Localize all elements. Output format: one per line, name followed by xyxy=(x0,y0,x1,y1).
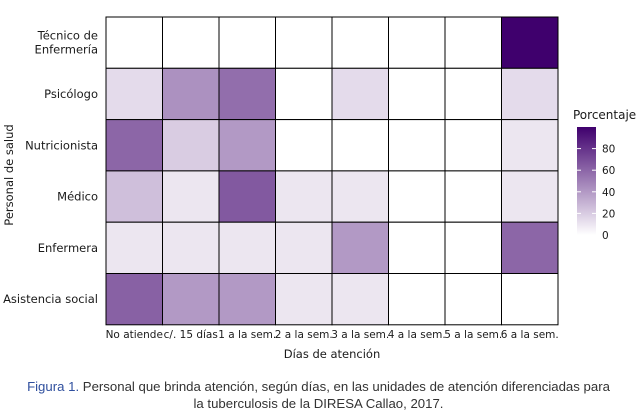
heatmap-cell xyxy=(162,221,220,274)
heatmap-cell xyxy=(218,221,276,274)
heatmap-cell xyxy=(218,67,276,121)
x-axis-label: Días de atención xyxy=(284,347,381,361)
heatmap-cell xyxy=(444,170,502,223)
heatmap-cell xyxy=(388,170,446,223)
heatmap-cell xyxy=(444,16,502,69)
legend-tick-label: 20 xyxy=(602,208,615,220)
caption-text-line2: la tuberculosis de la DIRESA Callao, 201… xyxy=(193,396,444,411)
legend-tick-label: 0 xyxy=(602,230,609,242)
heatmap-cell xyxy=(275,170,333,223)
heatmap-cell xyxy=(162,119,220,172)
x-tick-label: 3 a la sem. xyxy=(331,329,389,341)
figure-caption: Figura 1. Personal que brinda atención, … xyxy=(0,378,637,412)
legend-title: Porcentaje xyxy=(573,108,636,122)
heatmap-cell xyxy=(388,273,446,326)
heatmap-cell xyxy=(331,221,389,274)
heatmap-cell xyxy=(388,67,446,121)
y-tick-label: Asistencia social xyxy=(3,292,98,306)
heatmap-cell xyxy=(388,221,446,274)
legend-color-bar xyxy=(577,127,596,235)
y-tick-labels: Técnico de Enfermería Psicólogo Nutricionis… xyxy=(3,29,98,306)
x-tick-label: 6 a la sem. xyxy=(501,329,559,341)
heatmap-cell xyxy=(162,67,220,121)
heatmap-cell xyxy=(331,273,389,326)
heatmap-cell xyxy=(218,119,276,172)
x-tick-label: c/. 15 días xyxy=(164,329,218,341)
heatmap-cell xyxy=(444,119,502,172)
caption-label: Figura 1. xyxy=(27,379,80,394)
caption-text-line1: Personal que brinda atención, según días… xyxy=(82,379,610,394)
heatmap-cell xyxy=(331,170,389,223)
heatmap-cell xyxy=(275,221,333,274)
heatmap-cell xyxy=(444,221,502,274)
heatmap-cell xyxy=(501,170,559,223)
heatmap-cell xyxy=(501,221,559,274)
heatmap-cell xyxy=(501,67,559,121)
heatmap-cell xyxy=(388,119,446,172)
x-tick-label: 2 a la sem. xyxy=(275,329,333,341)
heatmap-cell xyxy=(444,67,502,121)
heatmap-cell xyxy=(105,16,163,69)
heatmap-cell xyxy=(162,170,220,223)
x-tick-label: 4 a la sem. xyxy=(388,329,446,341)
heatmap-cell xyxy=(275,119,333,172)
heatmap-cell xyxy=(218,273,276,326)
heatmap-cell xyxy=(105,221,163,274)
legend: Porcentaje 0 20 40 60 80 xyxy=(573,108,636,242)
y-tick-label: Médico xyxy=(57,190,98,204)
heatmap-cell xyxy=(501,273,559,326)
heatmap-cell xyxy=(218,170,276,223)
legend-ticks: 0 20 40 60 80 xyxy=(577,144,615,242)
x-tick-label: 5 a la sem. xyxy=(444,329,502,341)
y-tick-label: Psicólogo xyxy=(44,87,98,101)
heatmap-cell xyxy=(105,273,163,326)
heatmap-cells xyxy=(105,16,559,326)
y-tick-label: Enfermera xyxy=(38,241,98,255)
heatmap-cell xyxy=(105,170,163,223)
heatmap-chart: No atiende c/. 15 días 1 a la sem.2 a la s… xyxy=(2,16,636,361)
heatmap-cell xyxy=(218,16,276,69)
heatmap-cell xyxy=(501,119,559,172)
x-tick-labels: No atiende c/. 15 días 1 a la sem.2 a la s… xyxy=(106,329,559,341)
legend-tick-label: 60 xyxy=(602,165,615,177)
heatmap-cell xyxy=(105,119,163,172)
heatmap-cell xyxy=(162,16,220,69)
y-tick-label: Nutricionista xyxy=(25,138,98,152)
x-tick-label: No atiende xyxy=(106,329,163,341)
y-tick-label: Técnico de Enfermería xyxy=(35,29,98,57)
heatmap-cell xyxy=(331,67,389,121)
y-axis-label: Personal de salud xyxy=(2,124,16,225)
heatmap-cell xyxy=(388,16,446,69)
legend-tick-label: 40 xyxy=(602,187,615,199)
heatmap-cell xyxy=(331,16,389,69)
heatmap-cell xyxy=(275,273,333,326)
heatmap-cell xyxy=(501,16,559,69)
heatmap-cell xyxy=(105,67,163,121)
heatmap-cell xyxy=(275,67,333,121)
x-tick-label: 1 a la sem. xyxy=(218,329,276,341)
heatmap-cell xyxy=(275,16,333,69)
heatmap-cell xyxy=(331,119,389,172)
legend-tick-label: 80 xyxy=(602,144,615,156)
heatmap-cell xyxy=(162,273,220,326)
heatmap-cell xyxy=(444,273,502,326)
